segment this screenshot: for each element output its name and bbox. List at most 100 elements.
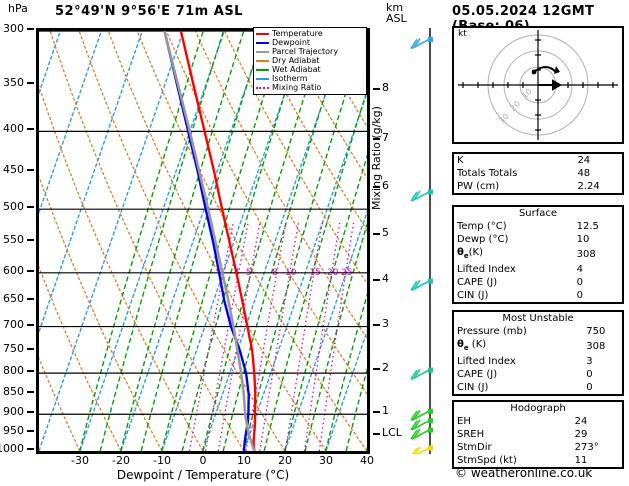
hodograph-unit-label: kt <box>458 29 467 39</box>
isotherm-line <box>120 31 266 451</box>
pressure-tick-label: 350 <box>3 75 24 89</box>
wet-adiabat-line <box>99 31 225 451</box>
most-unstable-table: Pressure (mb) 750 θe (K) 308 Lifted Index 3 CA… <box>454 325 622 394</box>
pressure-tick <box>27 430 34 433</box>
curve-parcel-trajectory <box>163 31 256 451</box>
dry-adiabat-line <box>39 265 122 451</box>
curve-temperature <box>179 31 257 451</box>
surface-row: Lifted Index 4 <box>454 263 622 276</box>
surface-label: Temp (°C) <box>457 221 507 232</box>
legend-swatch <box>256 68 269 71</box>
wet-adiabat-line <box>263 88 367 451</box>
legend-swatch <box>256 32 269 35</box>
pressure-tick-label: 550 <box>3 233 24 247</box>
hodograph-panel: kt 10 20 30 <box>452 9 624 161</box>
wind-barb-column <box>408 28 442 458</box>
legend-swatch <box>256 77 269 80</box>
pressure-tick <box>27 411 34 414</box>
height-tick-label: 1 <box>382 403 389 417</box>
height-tick <box>373 278 380 281</box>
most-unstable-value: 3 <box>586 356 593 367</box>
legend-item: Dewpoint <box>256 38 364 47</box>
hodograph-stat-row: EH 24 <box>454 415 622 428</box>
isotherm-line <box>284 210 367 451</box>
pressure-tick <box>27 269 34 272</box>
wind-barb <box>410 408 433 421</box>
temperature-tick-label: 20 <box>278 454 292 467</box>
index-value: 24 <box>577 155 591 166</box>
surface-value: 0 <box>576 277 584 288</box>
hodograph-stat-row: SREH 29 <box>454 428 622 441</box>
legend: Temperature Dewpoint Parcel Trajectory Dry … <box>253 27 367 95</box>
legend-swatch <box>256 50 269 53</box>
surface-label: Dewp (°C) <box>457 234 509 245</box>
pressure-tick <box>27 323 34 326</box>
pressure-tick-label: 800 <box>3 364 24 378</box>
surface-value: 12.5 <box>576 221 599 232</box>
index-label: Totals Totals <box>457 168 518 179</box>
storm-motion-vector <box>538 79 563 91</box>
height-axis-unit-asl: ASL <box>386 12 407 25</box>
temperature-tick-label: 10 <box>237 454 251 467</box>
station-title: 52°49'N 9°56'E 71m ASL <box>55 4 243 19</box>
hodograph-stat-label: EH <box>457 416 471 427</box>
wind-barb <box>410 418 433 431</box>
index-label: K <box>457 155 464 166</box>
indices-panel: K 24 Totals Totals 48 PW (cm) 2.24 <box>452 152 624 195</box>
most-unstable-row: CAPE (J) 0 <box>454 368 622 381</box>
hodograph-stat-row: StmSpd (kt) 11 <box>454 454 622 467</box>
pressure-tick <box>27 81 34 84</box>
legend-item: Mixing Ratio <box>256 83 364 92</box>
surface-label: CAPE (J) <box>457 277 498 288</box>
index-row: Totals Totals 48 <box>454 167 622 180</box>
hodograph-stat-value: 24 <box>574 416 588 427</box>
legend-label: Temperature <box>272 29 323 38</box>
isotherm-line <box>79 31 225 451</box>
pressure-tick-label: 700 <box>3 317 24 331</box>
hodograph-stat-label: StmDir <box>457 442 492 453</box>
hodograph-ring-label: 30 <box>497 112 511 126</box>
pressure-tick-label: 500 <box>3 200 24 214</box>
index-row: PW (cm) 2.24 <box>454 180 622 193</box>
pressure-tick-label: 900 <box>3 405 24 419</box>
wet-adiabat-line <box>161 31 285 451</box>
legend-label: Isotherm <box>272 74 308 83</box>
surface-label: CIN (J) <box>457 290 489 301</box>
height-tick-label: 8 <box>382 80 389 94</box>
wet-adiabat-line <box>304 222 367 451</box>
most-unstable-label: Pressure (mb) <box>457 326 527 337</box>
pressure-tick <box>27 391 34 394</box>
hodograph-stats-table: EH 24 SREH 29 StmDir 273° StmSpd (kt) 11 <box>454 415 622 467</box>
skewt-diagram: 3 4 5 8 10 15 20 25 <box>36 28 370 454</box>
legend-label: Dry Adiabat <box>272 56 320 65</box>
height-tick <box>373 324 380 327</box>
temperature-tick-label: 40 <box>360 454 374 467</box>
pressure-tick <box>27 448 34 450</box>
surface-label: θe(K) <box>457 247 483 260</box>
most-unstable-panel: Most Unstable Pressure (mb) 750 θe (K) 308 L… <box>452 310 624 396</box>
surface-panel: Surface Temp (°C) 12.5 Dewp (°C) 10 θe(K) 308… <box>452 205 624 304</box>
pressure-tick-label: 600 <box>3 263 24 277</box>
surface-value: 0 <box>576 290 584 301</box>
pressure-axis: 300 350 400 450 500 550 600 650 700 750 800 850 900 9… <box>0 22 34 455</box>
most-unstable-value: 0 <box>586 369 593 380</box>
isotherm-line <box>39 31 61 96</box>
most-unstable-title: Most Unstable <box>502 313 574 324</box>
wet-adiabat-line <box>181 31 306 451</box>
most-unstable-row: CIN (J) 0 <box>454 381 622 394</box>
legend-item: Parcel Trajectory <box>256 47 364 56</box>
surface-row: CAPE (J) 0 <box>454 276 622 289</box>
most-unstable-value: 308 <box>586 341 606 352</box>
surface-row: θe(K) 308 <box>454 246 622 263</box>
pressure-tick-label: 650 <box>3 291 24 305</box>
height-tick-label: 3 <box>382 317 389 331</box>
index-value: 2.24 <box>577 181 600 192</box>
pressure-tick <box>27 206 34 209</box>
hodograph-ring-label: 10 <box>520 87 534 101</box>
temperature-tick-label: 30 <box>319 454 333 467</box>
copyright-footer: © weatheronline.co.uk <box>455 466 593 480</box>
surface-row: Temp (°C) 12.5 <box>454 220 622 233</box>
wet-adiabat-line <box>120 31 245 451</box>
legend-label: Wet Adiabat <box>272 65 321 74</box>
